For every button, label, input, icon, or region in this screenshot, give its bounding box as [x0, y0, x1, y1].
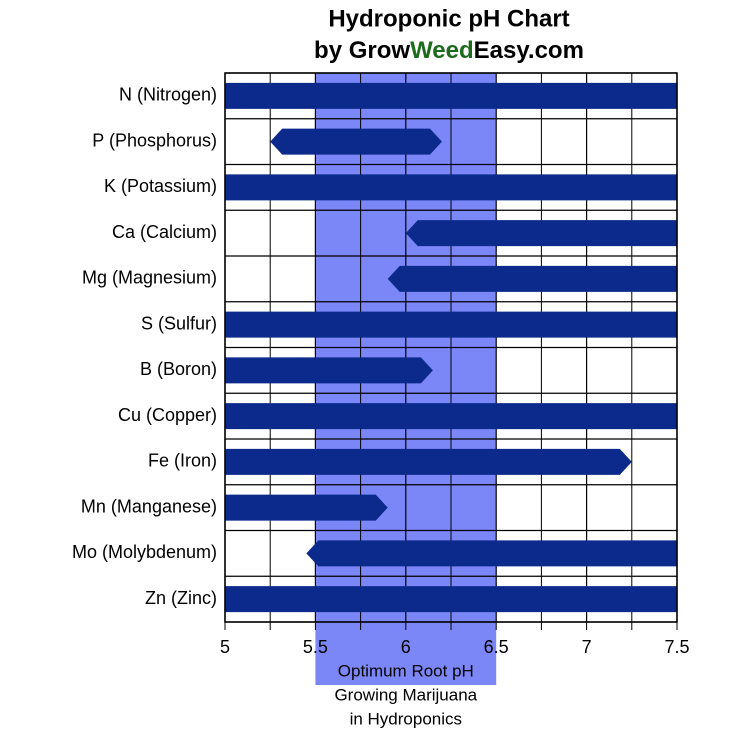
- range-bar: [270, 128, 442, 155]
- y-tick-label: P (Phosphorus): [92, 130, 217, 150]
- range-bar: [225, 311, 677, 338]
- x-tick-label: 7.5: [664, 637, 689, 657]
- y-tick-label: S (Sulfur): [141, 313, 217, 333]
- subtitle-part: by Grow: [314, 37, 410, 64]
- x-tick-label: 5: [220, 637, 230, 657]
- y-tick-label: K (Potassium): [104, 176, 217, 196]
- plot-border: [224, 72, 678, 623]
- range-bar: [405, 220, 677, 247]
- chart-title: Hydroponic pH Chart: [328, 5, 569, 32]
- x-tick-label: 6: [401, 637, 411, 657]
- range-bar: [225, 174, 677, 201]
- y-tick-label: Mo (Molybdenum): [72, 542, 217, 562]
- x-tick-label: 6.5: [484, 637, 509, 657]
- x-tick-label: 5.5: [303, 637, 328, 657]
- y-tick-label: Fe (Iron): [148, 451, 217, 471]
- range-bar: [225, 403, 677, 430]
- optimum-label: Optimum Root pH: [338, 661, 474, 680]
- y-tick-label: Ca (Calcium): [112, 222, 217, 242]
- y-tick-label: Zn (Zinc): [145, 588, 217, 608]
- range-bar: [387, 265, 677, 292]
- range-bar: [225, 494, 388, 521]
- optimum-label: Growing Marijuana: [334, 685, 477, 704]
- y-tick-label: Mn (Manganese): [81, 496, 217, 516]
- subtitle-part: Weed: [410, 37, 474, 64]
- range-bar: [225, 448, 632, 475]
- range-bar: [225, 586, 677, 613]
- range-bar: [225, 82, 677, 109]
- range-bar: [306, 540, 677, 567]
- y-tick-label: Mg (Magnesium): [82, 268, 217, 288]
- optimum-label: in Hydroponics: [350, 709, 462, 728]
- y-tick-label: Cu (Copper): [118, 405, 217, 425]
- y-tick-label: N (Nitrogen): [119, 85, 217, 105]
- range-bar: [225, 357, 433, 384]
- subtitle-part: Easy.com: [474, 37, 584, 64]
- x-tick-label: 7: [582, 637, 592, 657]
- y-tick-label: B (Boron): [140, 359, 217, 379]
- chart-subtitle: by GrowWeedEasy.com: [314, 37, 584, 64]
